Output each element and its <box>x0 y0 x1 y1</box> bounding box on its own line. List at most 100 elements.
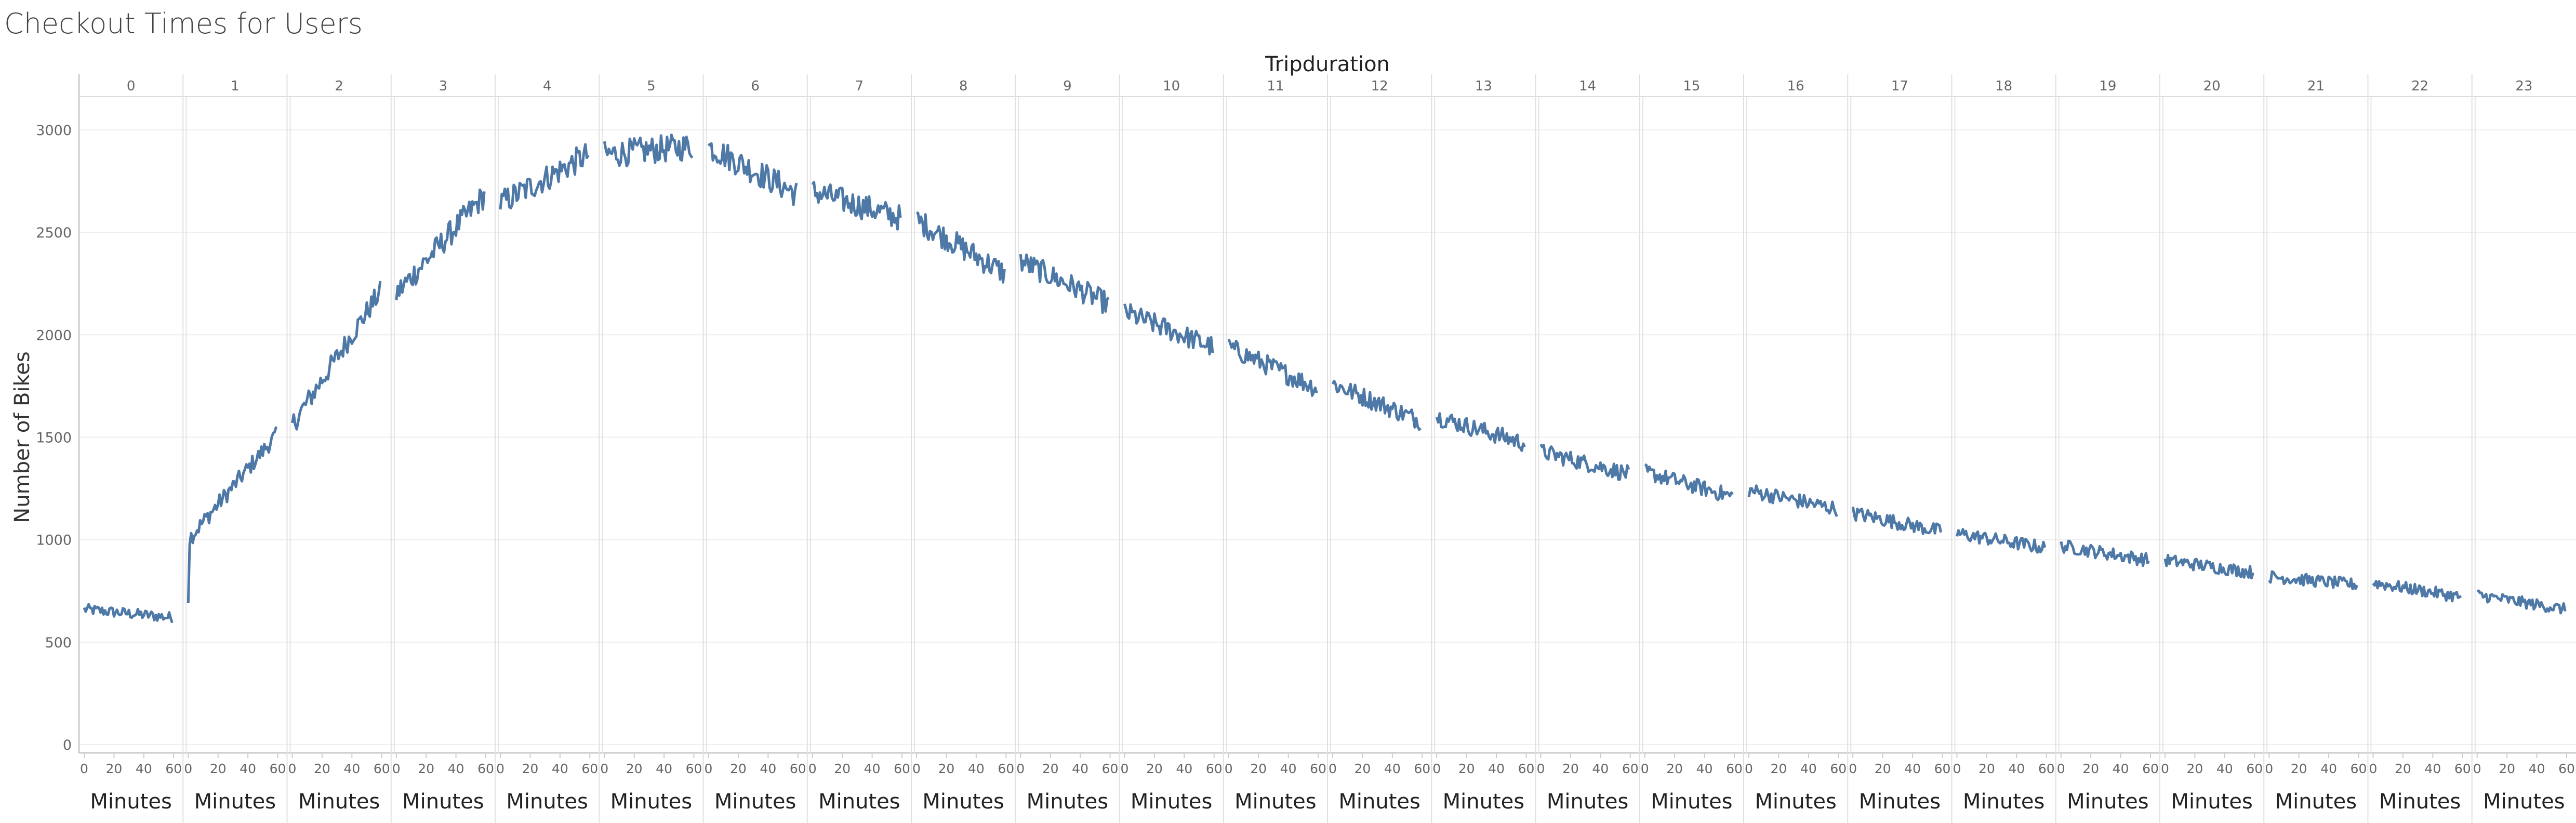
series-line-hour-7 <box>811 181 902 231</box>
x-tick-label: 20 <box>1562 761 1579 776</box>
x-tick-label: 40 <box>1904 761 1921 776</box>
x-axis-label: Minutes <box>2483 790 2565 814</box>
x-tick-label: 40 <box>656 761 672 776</box>
x-tick-label: 60 <box>165 761 182 776</box>
x-tick-label: 60 <box>581 761 598 776</box>
series-line-hour-12 <box>1331 380 1422 431</box>
x-tick-label: 60 <box>2038 761 2055 776</box>
x-tick-label: 40 <box>448 761 464 776</box>
x-tick-label: 0 <box>1121 761 1129 776</box>
x-axis-label: Minutes <box>2275 790 2357 814</box>
panel-header-label: 7 <box>855 78 864 94</box>
series-line-hour-5 <box>603 134 694 168</box>
x-tick-label: 60 <box>1830 761 1847 776</box>
x-tick-label: 20 <box>1146 761 1163 776</box>
x-tick-label: 0 <box>1537 761 1545 776</box>
x-tick-label: 0 <box>1016 761 1025 776</box>
x-tick-label: 0 <box>600 761 608 776</box>
x-tick-label: 20 <box>1458 761 1475 776</box>
x-tick-label: 0 <box>2057 761 2065 776</box>
panel-header-label: 16 <box>1787 78 1804 94</box>
x-tick-label: 40 <box>2320 761 2337 776</box>
x-tick-label: 20 <box>1771 761 1787 776</box>
x-tick-label: 0 <box>912 761 921 776</box>
series-line-hour-22 <box>2372 580 2462 603</box>
x-axis-label: Minutes <box>2171 790 2252 814</box>
x-tick-label: 0 <box>1432 761 1441 776</box>
series-line-hour-0 <box>83 603 174 623</box>
series-line-hour-13 <box>1435 412 1526 452</box>
series-line-hour-8 <box>916 211 1006 284</box>
x-tick-label: 0 <box>1953 761 1961 776</box>
x-axis-label: Minutes <box>2379 790 2461 814</box>
series-line-hour-18 <box>1956 528 2047 554</box>
x-tick-label: 0 <box>288 761 297 776</box>
x-tick-label: 0 <box>80 761 88 776</box>
series-line-hour-1 <box>187 426 278 603</box>
panel-header-label: 2 <box>335 78 343 94</box>
x-axis-label: Minutes <box>1338 790 1420 814</box>
x-tick-label: 40 <box>136 761 152 776</box>
panel-header-label: 12 <box>1371 78 1388 94</box>
y-tick-label: 1000 <box>36 533 72 549</box>
panel-header-label: 6 <box>751 78 760 94</box>
panel-header-label: 22 <box>2411 78 2428 94</box>
x-tick-label: 20 <box>2395 761 2411 776</box>
x-tick-label: 40 <box>1696 761 1713 776</box>
y-tick-label: 2500 <box>36 225 72 241</box>
x-axis-label: Minutes <box>1651 790 1732 814</box>
x-tick-label: 20 <box>1666 761 1683 776</box>
panel-header-label: 23 <box>2515 78 2532 94</box>
panel-header-label: 10 <box>1163 78 1180 94</box>
x-axis-label: Minutes <box>2067 790 2148 814</box>
y-axis-label: Number of Bikes <box>10 351 34 523</box>
x-tick-label: 60 <box>686 761 702 776</box>
x-tick-label: 60 <box>790 761 806 776</box>
x-axis-label: Minutes <box>714 790 796 814</box>
panel-header-label: 20 <box>2203 78 2221 94</box>
x-tick-label: 40 <box>2216 761 2233 776</box>
x-tick-label: 20 <box>418 761 434 776</box>
x-tick-label: 20 <box>730 761 747 776</box>
series-line-hour-21 <box>2268 570 2358 591</box>
x-axis-label: Minutes <box>1027 790 1108 814</box>
series-line-hour-4 <box>499 143 590 210</box>
x-tick-label: 20 <box>2187 761 2203 776</box>
x-tick-label: 60 <box>2246 761 2263 776</box>
x-tick-label: 0 <box>2369 761 2378 776</box>
panel-header-label: 4 <box>543 78 552 94</box>
series-line-hour-20 <box>2163 553 2254 580</box>
series-line-hour-11 <box>1227 338 1318 397</box>
x-tick-label: 0 <box>392 761 401 776</box>
x-tick-label: 40 <box>1384 761 1401 776</box>
panel-header-label: 3 <box>439 78 448 94</box>
x-tick-label: 40 <box>552 761 568 776</box>
panel-header-label: 11 <box>1267 78 1284 94</box>
panel-header-label: 17 <box>1891 78 1908 94</box>
x-tick-label: 40 <box>1800 761 1817 776</box>
x-tick-label: 20 <box>1355 761 1371 776</box>
panel-header-label: 8 <box>959 78 968 94</box>
x-tick-label: 60 <box>2142 761 2159 776</box>
x-tick-label: 40 <box>1592 761 1609 776</box>
y-tick-label: 500 <box>45 635 72 651</box>
x-tick-label: 60 <box>1726 761 1743 776</box>
series-line-hour-10 <box>1123 303 1214 356</box>
series-line-hour-9 <box>1019 253 1110 314</box>
x-tick-label: 0 <box>2161 761 2169 776</box>
series-line-hour-2 <box>291 281 382 431</box>
series-line-hour-16 <box>1747 484 1838 517</box>
x-tick-label: 20 <box>1042 761 1059 776</box>
x-tick-label: 40 <box>1488 761 1505 776</box>
x-axis-label: Minutes <box>402 790 484 814</box>
x-tick-label: 20 <box>1979 761 1995 776</box>
x-tick-label: 20 <box>626 761 643 776</box>
x-tick-label: 60 <box>2454 761 2471 776</box>
chart-title: Checkout Times for Users <box>4 7 363 40</box>
x-axis-label: Minutes <box>506 790 588 814</box>
x-tick-label: 20 <box>314 761 330 776</box>
x-tick-label: 40 <box>1176 761 1192 776</box>
panel-header-label: 18 <box>1995 78 2012 94</box>
x-axis-label: Minutes <box>1443 790 1524 814</box>
